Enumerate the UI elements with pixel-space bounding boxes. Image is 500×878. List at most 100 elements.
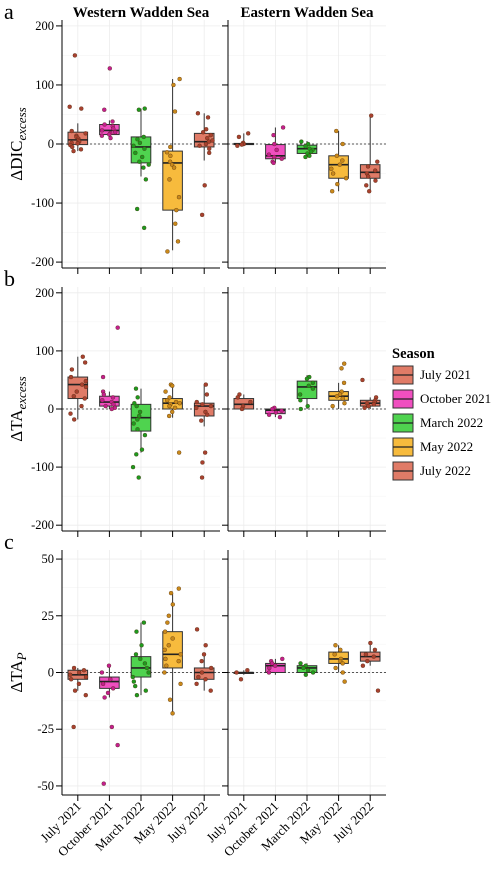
data-point bbox=[99, 133, 105, 138]
data-point bbox=[339, 366, 344, 371]
box-march-2022 bbox=[296, 661, 318, 677]
data-point bbox=[71, 665, 77, 671]
data-point bbox=[82, 360, 88, 365]
box-october-2021 bbox=[265, 656, 286, 675]
data-point bbox=[164, 150, 170, 155]
y-tick-label: -100 bbox=[31, 460, 54, 474]
data-point bbox=[99, 128, 105, 133]
data-point bbox=[236, 134, 242, 140]
data-point bbox=[203, 141, 209, 147]
data-point bbox=[169, 162, 175, 167]
data-point bbox=[310, 386, 316, 391]
data-point bbox=[168, 144, 173, 150]
data-point bbox=[171, 165, 177, 170]
data-point bbox=[102, 695, 107, 700]
box-iqr bbox=[162, 150, 183, 211]
data-point bbox=[239, 406, 245, 412]
data-point bbox=[166, 413, 172, 419]
data-point bbox=[136, 475, 141, 480]
data-point bbox=[100, 374, 106, 380]
data-point bbox=[110, 119, 115, 124]
box-march-2022 bbox=[130, 106, 152, 231]
legend: Season July 2021 October 2021 March 2022 May… bbox=[392, 346, 491, 481]
legend-label: October 2021 bbox=[420, 391, 491, 406]
box-iqr bbox=[130, 136, 152, 164]
data-point bbox=[164, 663, 169, 668]
data-point bbox=[178, 652, 183, 657]
box-october-2021 bbox=[99, 663, 120, 786]
data-point bbox=[135, 137, 140, 142]
box-march-2022 bbox=[130, 386, 152, 480]
data-point bbox=[200, 460, 205, 465]
data-point bbox=[172, 405, 178, 411]
data-point bbox=[143, 688, 148, 693]
data-point bbox=[298, 398, 303, 403]
data-point bbox=[71, 724, 76, 730]
legend-title: Season bbox=[392, 346, 435, 362]
data-point bbox=[199, 418, 204, 423]
data-point bbox=[170, 383, 175, 388]
data-point bbox=[170, 711, 175, 716]
data-point bbox=[305, 403, 310, 409]
data-point bbox=[137, 140, 143, 145]
data-point bbox=[194, 627, 200, 632]
data-point bbox=[239, 142, 244, 147]
data-point bbox=[168, 590, 174, 596]
data-point bbox=[170, 636, 175, 641]
data-point bbox=[340, 661, 345, 666]
legend-label: May 2022 bbox=[420, 439, 473, 454]
data-point bbox=[135, 395, 140, 400]
data-point bbox=[83, 384, 89, 390]
data-point bbox=[177, 401, 182, 406]
box-march-2022 bbox=[296, 139, 318, 160]
data-point bbox=[173, 399, 179, 405]
data-point bbox=[334, 394, 340, 399]
box-may-2022 bbox=[162, 76, 183, 254]
data-point bbox=[199, 475, 205, 480]
data-point bbox=[373, 168, 378, 173]
data-point bbox=[109, 724, 115, 730]
box-october-2021 bbox=[265, 405, 286, 420]
data-point bbox=[135, 427, 140, 432]
data-point bbox=[340, 158, 345, 163]
data-point bbox=[273, 663, 278, 668]
facet-title-western: Western Wadden Sea bbox=[73, 5, 210, 21]
data-point bbox=[165, 249, 170, 254]
data-point bbox=[174, 207, 179, 213]
data-point bbox=[178, 681, 183, 687]
data-point bbox=[373, 178, 378, 183]
panel-label: a bbox=[4, 0, 14, 24]
data-point bbox=[131, 421, 136, 426]
data-point bbox=[83, 131, 88, 136]
box-july-2021 bbox=[233, 668, 255, 682]
data-point bbox=[166, 613, 171, 618]
data-point bbox=[83, 693, 88, 698]
data-point bbox=[274, 147, 279, 153]
y-tick-label: 200 bbox=[35, 286, 54, 300]
y-tick-label: 50 bbox=[42, 552, 55, 566]
data-point bbox=[207, 150, 212, 156]
data-point bbox=[163, 389, 168, 394]
box-july-2022 bbox=[359, 377, 381, 411]
data-point bbox=[303, 144, 308, 149]
data-point bbox=[375, 159, 380, 164]
data-point bbox=[202, 183, 207, 188]
data-point bbox=[340, 141, 345, 147]
box-july-2022 bbox=[359, 640, 381, 693]
data-point bbox=[133, 150, 138, 156]
box-july-2022 bbox=[359, 113, 381, 194]
data-point bbox=[68, 672, 73, 677]
data-point bbox=[303, 154, 308, 160]
box-july-2022 bbox=[193, 111, 215, 218]
data-point bbox=[76, 670, 82, 675]
data-point bbox=[305, 668, 311, 673]
data-point bbox=[266, 412, 272, 417]
data-point bbox=[238, 677, 244, 682]
data-point bbox=[246, 131, 251, 136]
data-point bbox=[76, 681, 82, 687]
data-point bbox=[272, 141, 277, 147]
data-point bbox=[83, 378, 88, 384]
data-point bbox=[143, 177, 149, 182]
